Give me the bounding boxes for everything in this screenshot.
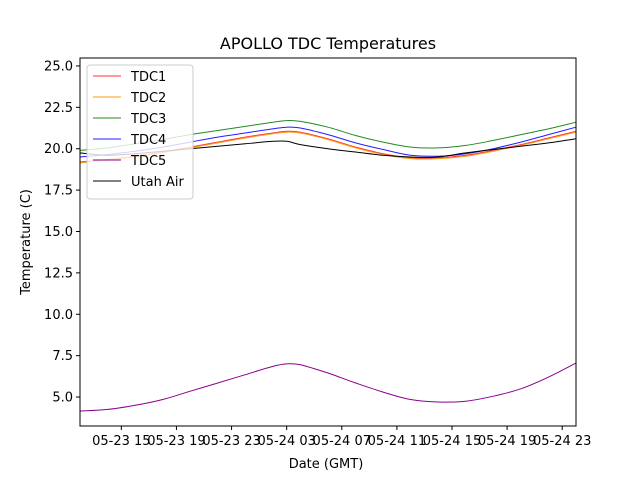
y-axis-ticks: 5.0 7.5 10.0 12.5 15.0 17.5 20.0 22.5 25.0 [44,59,80,406]
y-tick-label: 7.5 [52,349,73,364]
x-axis-label: Date (GMT) [289,457,364,472]
series-line-tdc5 [79,362,577,412]
y-tick-label: 25.0 [44,59,73,74]
axes-frame [79,57,577,427]
y-tick-label: 10.0 [44,308,73,323]
y-tick-label: 15.0 [44,225,73,240]
x-tick-label: 05-23 23 [202,434,260,449]
legend-label: TDC4 [130,133,166,148]
x-tick-label: 05-24 23 [533,434,591,449]
legend-label: TDC3 [130,112,166,127]
legend: TDC1 TDC2 TDC3 TDC4 TDC5 Utah Air [86,64,194,200]
x-tick-label: 05-24 15 [423,434,481,449]
legend-label: TDC5 [130,154,166,169]
chart-title: APOLLO TDC Temperatures [220,34,436,53]
y-tick-label: 12.5 [44,266,73,281]
y-tick-label: 20.0 [44,142,73,157]
legend-label: TDC1 [130,70,166,85]
x-tick-label: 05-23 19 [147,434,205,449]
y-axis-label: Temperature (C) [19,189,34,296]
legend-label: TDC2 [130,91,166,106]
legend-box [86,64,194,200]
x-tick-label: 05-23 15 [92,434,150,449]
legend-label: Utah Air [131,175,184,190]
x-tick-label: 05-24 19 [478,434,536,449]
x-tick-label: 05-24 07 [313,434,371,449]
y-tick-label: 5.0 [52,391,73,406]
x-tick-label: 05-24 11 [368,434,426,449]
y-tick-label: 22.5 [44,101,73,116]
y-tick-label: 17.5 [44,184,73,199]
x-tick-label: 05-24 03 [257,434,315,449]
